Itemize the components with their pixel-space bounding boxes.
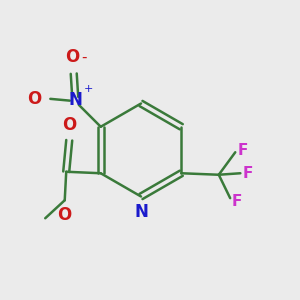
Text: O: O	[65, 48, 80, 66]
Text: +: +	[84, 84, 93, 94]
Text: O: O	[27, 90, 41, 108]
Text: N: N	[134, 203, 148, 221]
Text: F: F	[238, 143, 248, 158]
Text: O: O	[58, 206, 72, 224]
Text: N: N	[69, 91, 83, 109]
Text: O: O	[62, 116, 76, 134]
Text: -: -	[81, 50, 87, 64]
Text: F: F	[232, 194, 242, 209]
Text: F: F	[243, 166, 253, 181]
